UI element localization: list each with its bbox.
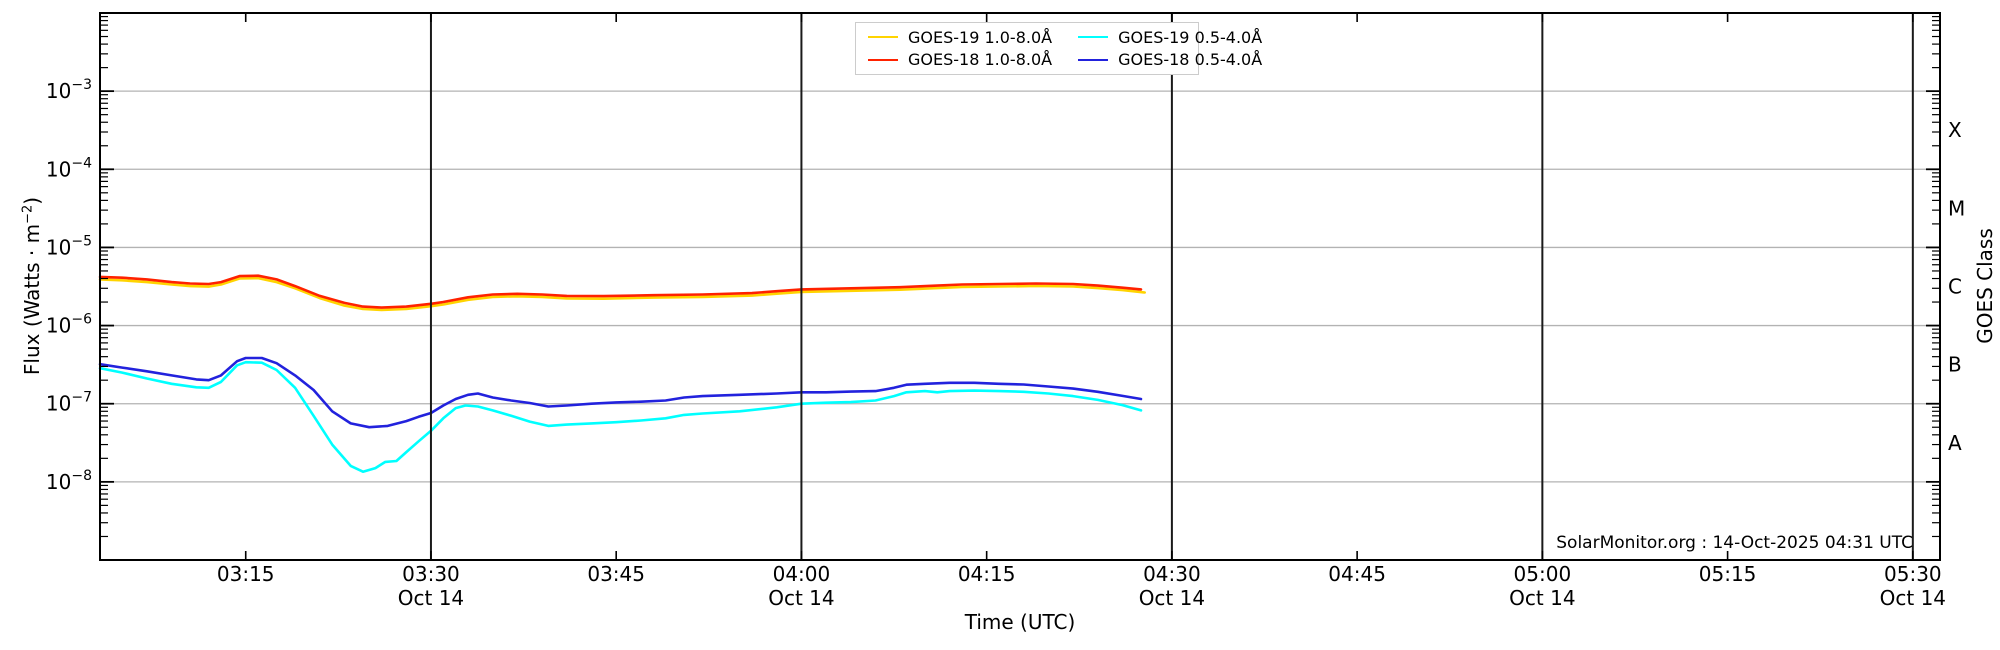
x-tick-label: 04:45 [1328,562,1386,586]
flux-tick-labels: 10−3 10−4 10−5 10−6 10−7 10−8 [46,77,92,494]
curve-goes-19-1-0-8-0- [98,276,1146,312]
x-tick-sublabel: Oct 14 [1509,586,1575,610]
curve-goes-19-0-5-4-0- [98,360,1143,474]
goes-class-c: C [1948,275,1962,299]
y-tick-label: 10−6 [46,312,92,338]
goes-class-a: A [1948,431,1962,455]
x-axis-title-time: Time (UTC) [964,610,1076,634]
legend-label: GOES-19 1.0-8.0Å [908,27,1053,47]
y-axis-title-flux: Flux (Watts · m−2) [20,197,44,375]
watermark-text: SolarMonitor.org : 14-Oct-2025 04:31 UTC [1556,533,1913,553]
y-tick-label: 10−4 [46,155,92,181]
axes-spines [99,12,1941,561]
legend-label: GOES-18 0.5-4.0Å [1118,50,1263,70]
goes-class-m: M [1948,196,1965,220]
legend: GOES-19 1.0-8.0Å GOES-18 1.0-8.0Å GOES-19 … [855,22,1262,75]
legend-item: GOES-18 1.0-8.0Å [868,50,1052,69]
y-axis-title-superscript: −2 [20,204,36,224]
legend-line-swatch [1078,58,1109,61]
x-tick-label: 04:30 [1143,562,1201,586]
legend-line-swatch [868,58,898,61]
curve-goes-18-0-5-4-0- [98,356,1143,429]
x-tick-label: 05:15 [1699,562,1757,586]
goes-class-b: B [1948,353,1962,377]
flux-curves [98,274,1146,474]
legend-item: GOES-19 0.5-4.0Å [1078,28,1262,47]
x-tick-sublabel: Oct 14 [1880,586,1946,610]
time-ticks [244,13,1914,560]
log-ticks [100,15,1940,538]
x-tick-label: 03:30 [402,562,460,586]
y-tick-label: 10−7 [46,390,92,416]
decade-gridlines [100,90,1940,483]
y-tick-label: 10−8 [46,468,92,494]
x-tick-label: 03:15 [217,562,275,586]
y-tick-label: 10−5 [46,233,92,259]
legend-item: GOES-19 1.0-8.0Å [868,28,1052,47]
legend-label: GOES-19 0.5-4.0Å [1118,27,1263,47]
x-tick-sublabel: Oct 14 [1139,586,1205,610]
x-tick-sublabel: Oct 14 [768,586,834,610]
right-axis-title-goes-class: GOES Class [1973,228,1997,344]
x-tick-label: 03:45 [587,562,645,586]
halfhour-vlines [429,13,1914,560]
y-axis-title-text: Flux (Watts · m [20,223,44,376]
goes-class-x: X [1948,118,1962,142]
legend-line-swatch [868,36,898,39]
y-tick-label: 10−3 [46,77,92,103]
x-tick-label: 05:00 [1514,562,1572,586]
legend-line-swatch [1078,36,1109,39]
goes-class-letters: X M C B A [1948,118,1965,455]
x-tick-label: 04:00 [773,562,831,586]
legend-item: GOES-18 0.5-4.0Å [1078,50,1262,69]
x-tick-sublabel: Oct 14 [398,586,464,610]
x-tick-label: 04:15 [958,562,1016,586]
x-tick-label: 05:30 [1884,562,1942,586]
y-axis-title-close: ) [20,196,44,205]
curve-goes-18-1-0-8-0- [98,274,1143,309]
legend-label: GOES-18 1.0-8.0Å [908,50,1053,70]
